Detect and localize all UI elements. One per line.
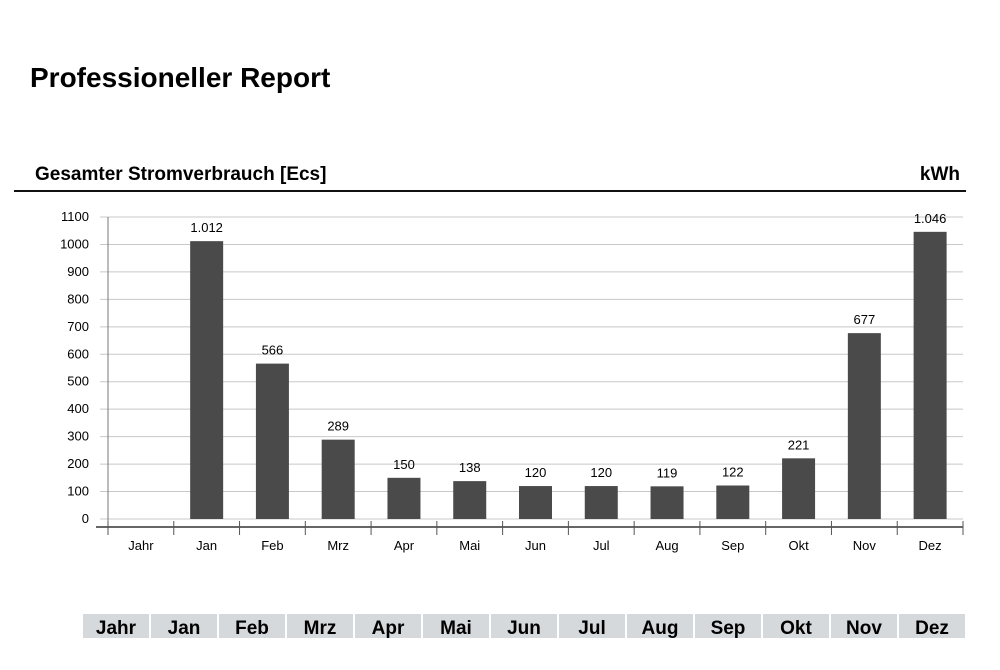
table-header-cell: Jan — [151, 614, 217, 638]
bar — [255, 363, 289, 519]
data-label: 150 — [393, 457, 415, 472]
y-tick-label: 800 — [67, 291, 89, 306]
table-header-cell: Mrz — [287, 614, 353, 638]
unit-label: kWh — [919, 164, 960, 185]
x-tick-label: Aug — [655, 538, 678, 553]
x-tick-label: Sep — [721, 538, 744, 553]
x-tick-label: Apr — [394, 538, 415, 553]
bar — [650, 486, 684, 519]
y-tick-label: 700 — [67, 319, 89, 334]
data-label: 221 — [788, 437, 810, 452]
table-header-cell: Jul — [559, 614, 625, 638]
bar — [913, 231, 947, 520]
data-label: 122 — [722, 465, 744, 480]
x-tick-label: Jun — [525, 538, 546, 553]
table-header-cell: Dez — [899, 614, 965, 638]
bar — [387, 477, 421, 519]
data-label: 289 — [327, 419, 349, 434]
data-label: 138 — [459, 460, 481, 475]
consumption-bar-chart: 0 100 200 300 400 500 600 700 800 900 1000 1100 Jahr… — [60, 209, 964, 553]
bar — [782, 458, 816, 519]
y-tick-label: 300 — [67, 429, 89, 444]
table-header-cell: Aug — [627, 614, 693, 638]
section-title: Gesamter Stromverbrauch [Ecs] — [35, 164, 327, 185]
data-label: 120 — [590, 465, 612, 480]
y-tick-label: 900 — [67, 264, 89, 279]
month-table-header: Jahr Jan Feb Mrz Apr Mai Jun Jul Aug Sep Okt Nov Dez — [83, 614, 965, 638]
data-label: 1.012 — [190, 220, 223, 235]
data-label: 566 — [262, 343, 284, 358]
table-header-cell: Nov — [831, 614, 897, 638]
x-tick-label: Okt — [788, 538, 809, 553]
x-tick-label: Feb — [261, 538, 283, 553]
bar — [190, 241, 224, 519]
table-header-cell: Apr — [355, 614, 421, 638]
table-header-cell: Feb — [219, 614, 285, 638]
data-label: 1.046 — [914, 211, 947, 226]
table-header-cell: Okt — [763, 614, 829, 638]
x-tick-label: Dez — [919, 538, 942, 553]
y-tick-label: 500 — [67, 374, 89, 389]
x-tick-label: Jul — [593, 538, 610, 553]
table-header-cell: Jahr — [83, 614, 149, 638]
x-tick-label: Jan — [196, 538, 217, 553]
y-tick-label: 100 — [67, 484, 89, 499]
data-label: 119 — [657, 465, 678, 480]
bar — [847, 333, 881, 519]
bar — [453, 481, 487, 519]
y-tick-label: 1000 — [60, 236, 89, 251]
table-header-cell: Mai — [423, 614, 489, 638]
x-tick-label: Mrz — [327, 538, 349, 553]
y-tick-label: 0 — [82, 511, 89, 526]
bar — [584, 486, 618, 519]
x-tick-label: Nov — [853, 538, 877, 553]
bar — [321, 439, 355, 519]
data-label: 120 — [525, 465, 547, 480]
bar — [519, 486, 552, 519]
bar — [716, 485, 750, 519]
table-header-cell: Jun — [491, 614, 557, 638]
report-title: Professioneller Report — [30, 62, 331, 93]
y-tick-label: 1100 — [61, 209, 89, 224]
y-tick-label: 200 — [67, 456, 89, 471]
x-tick-label: Jahr — [128, 538, 154, 553]
table-header-cell: Sep — [695, 614, 761, 638]
y-tick-label: 400 — [67, 401, 89, 416]
y-tick-label: 600 — [67, 346, 89, 361]
data-label: 677 — [853, 312, 875, 327]
x-tick-label: Mai — [459, 538, 480, 553]
section-header: Gesamter Stromverbrauch [Ecs] kWh — [14, 160, 966, 192]
